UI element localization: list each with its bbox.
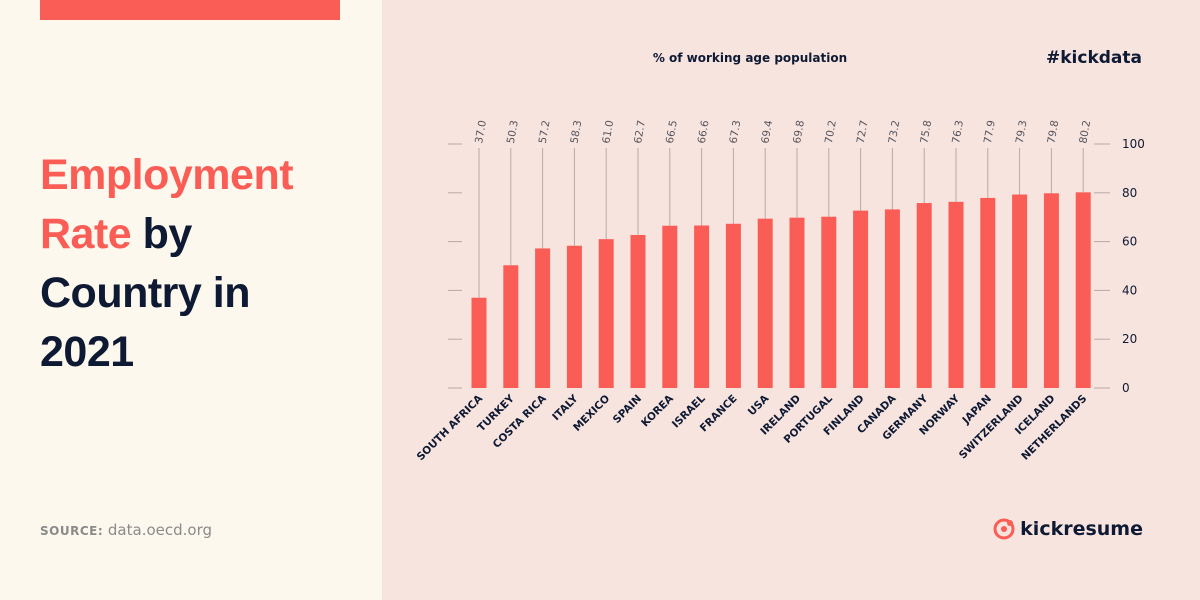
value-label: 73.2 bbox=[887, 119, 903, 144]
value-label: 62.7 bbox=[632, 119, 648, 144]
title-line-2-rest: by bbox=[131, 210, 193, 258]
title-line-3: Country in bbox=[40, 269, 250, 317]
value-label: 72.7 bbox=[855, 119, 871, 144]
value-label: 79.3 bbox=[1014, 119, 1030, 144]
bar bbox=[821, 216, 837, 388]
value-label: 66.5 bbox=[664, 119, 680, 144]
bar bbox=[789, 217, 805, 388]
value-label: 79.8 bbox=[1046, 119, 1062, 144]
y-tick-label: 0 bbox=[1122, 381, 1130, 395]
title-line-2: Rate by bbox=[40, 205, 370, 264]
category-label: USA bbox=[746, 392, 772, 418]
bar bbox=[598, 239, 614, 388]
value-label: 37.0 bbox=[473, 119, 489, 144]
y-tick-label: 100 bbox=[1122, 137, 1145, 151]
bar bbox=[1043, 193, 1059, 388]
bar bbox=[535, 248, 551, 388]
source-text: data.oecd.org bbox=[103, 521, 213, 539]
bar bbox=[1012, 194, 1028, 388]
value-label: 57.2 bbox=[537, 119, 553, 144]
title-line-1: Employment bbox=[40, 151, 294, 199]
logo-text: kickresume bbox=[1020, 518, 1143, 540]
bar bbox=[725, 223, 741, 388]
hashtag: #kickdata bbox=[1046, 48, 1142, 68]
left-panel: Employment Rate by Country in 2021 SOURC… bbox=[0, 0, 382, 600]
bar bbox=[853, 210, 869, 388]
bar bbox=[503, 265, 519, 388]
kickresume-logo-icon bbox=[993, 518, 1015, 540]
bar bbox=[757, 218, 773, 388]
category-label: ITALY bbox=[550, 392, 581, 423]
page-title: Employment Rate by Country in 2021 bbox=[40, 146, 370, 382]
kickresume-logo: kickresume bbox=[993, 518, 1143, 540]
value-label: 80.2 bbox=[1077, 119, 1093, 144]
source-label: SOURCE: bbox=[40, 524, 104, 538]
value-label: 61.0 bbox=[600, 119, 616, 144]
bar bbox=[884, 209, 900, 388]
bar bbox=[694, 225, 710, 388]
bar bbox=[662, 225, 678, 388]
y-tick-label: 20 bbox=[1122, 332, 1137, 346]
y-tick-label: 80 bbox=[1122, 186, 1137, 200]
value-label: 70.2 bbox=[823, 119, 839, 144]
y-tick-label: 60 bbox=[1122, 235, 1137, 249]
value-label: 69.4 bbox=[759, 119, 775, 144]
y-tick-label: 40 bbox=[1122, 283, 1137, 297]
accent-bar bbox=[40, 0, 340, 20]
value-label: 69.8 bbox=[791, 119, 807, 144]
value-label: 67.3 bbox=[728, 119, 744, 144]
value-label: 76.3 bbox=[950, 119, 966, 144]
bar bbox=[948, 201, 964, 388]
value-label: 66.6 bbox=[696, 119, 712, 144]
title-line-4: 2021 bbox=[40, 328, 134, 376]
value-label: 58.3 bbox=[569, 119, 585, 144]
bar bbox=[471, 297, 487, 388]
bar bbox=[980, 197, 996, 388]
bar bbox=[630, 235, 646, 388]
category-label: SOUTH AFRICA bbox=[415, 392, 486, 463]
bar bbox=[566, 245, 582, 388]
bar bbox=[916, 203, 932, 388]
chart-title: % of working age population bbox=[653, 51, 847, 65]
title-accent-word: Rate bbox=[40, 210, 132, 258]
value-label: 77.9 bbox=[982, 119, 998, 144]
bar bbox=[1075, 192, 1091, 388]
bar-chart: % of working age population 0 20 40 60 80 100 3… bbox=[415, 51, 1145, 463]
source-credit: SOURCE: data.oecd.org bbox=[40, 521, 212, 539]
value-label: 75.8 bbox=[918, 119, 934, 144]
value-label: 50.3 bbox=[505, 119, 521, 144]
